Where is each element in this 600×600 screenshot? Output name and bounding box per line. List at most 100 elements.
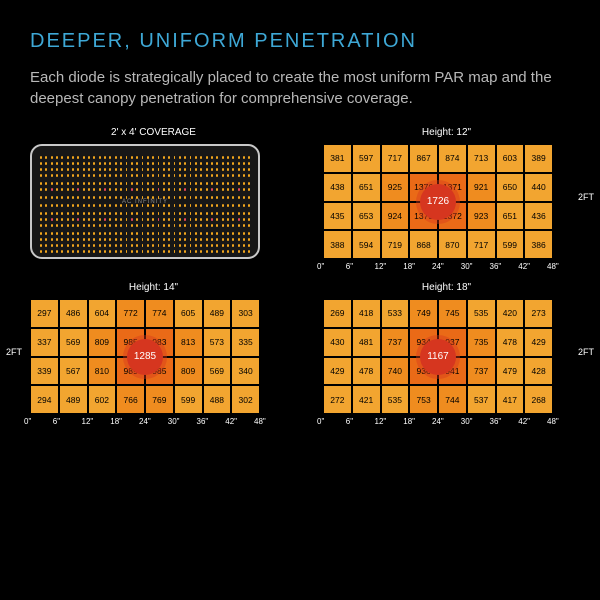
led-dot <box>238 232 240 235</box>
led-dot <box>115 156 117 159</box>
led-dot <box>40 212 42 215</box>
led-dot <box>227 212 229 215</box>
led-dot <box>40 250 42 253</box>
led-dot <box>99 156 101 159</box>
led-dot <box>168 244 170 247</box>
heatmap-cell: 535 <box>381 385 410 414</box>
led-dot <box>158 224 160 227</box>
heatmap-cell: 420 <box>496 299 525 328</box>
led-dot <box>184 204 186 207</box>
led-dot <box>190 250 192 253</box>
led-dot <box>51 224 53 227</box>
heatmap-cell: 429 <box>323 357 352 386</box>
led-dot <box>136 244 138 247</box>
led-dot <box>163 244 165 247</box>
led-dot <box>216 156 218 159</box>
led-dot <box>152 188 154 191</box>
led-dot <box>93 196 95 199</box>
led-dot <box>45 156 47 159</box>
led-dot <box>179 238 181 241</box>
led-dot <box>88 250 90 253</box>
led-dot <box>152 174 154 177</box>
led-dot <box>67 196 69 199</box>
led-dot <box>158 218 160 221</box>
led-dot <box>147 244 149 247</box>
led-dot <box>93 156 95 159</box>
led-dot <box>222 218 224 221</box>
led-dot <box>216 250 218 253</box>
led-dot <box>109 232 111 235</box>
heatmap-cell: 651 <box>496 202 525 231</box>
led-dot <box>227 162 229 165</box>
led-dot <box>158 156 160 159</box>
led-dot <box>99 244 101 247</box>
led-dot <box>190 232 192 235</box>
led-dot <box>248 188 250 191</box>
led-dot <box>147 174 149 177</box>
led-dot <box>88 156 90 159</box>
led-dot <box>184 182 186 185</box>
led-dot <box>248 174 250 177</box>
led-dot <box>126 188 128 191</box>
led-dot <box>88 174 90 177</box>
led-dot <box>152 156 154 159</box>
led-dot <box>45 188 47 191</box>
led-dot <box>152 232 154 235</box>
led-dot <box>163 174 165 177</box>
heatmap-cell: 717 <box>381 144 410 173</box>
led-dot <box>72 232 74 235</box>
heatmap-cell: 481 <box>352 328 381 357</box>
led-dot <box>211 168 213 171</box>
led-dot <box>200 182 202 185</box>
led-dot <box>195 174 197 177</box>
led-dot <box>216 244 218 247</box>
led-dot <box>163 218 165 221</box>
heatmap-12: 3815977178678747136033894386519251376137… <box>323 144 553 259</box>
heatmap-cell: 417 <box>496 385 525 414</box>
led-dot <box>104 196 106 199</box>
heatmap-cell: 535 <box>467 299 496 328</box>
led-dot <box>99 218 101 221</box>
led-dot <box>40 168 42 171</box>
led-dot <box>232 188 234 191</box>
led-dot <box>174 156 176 159</box>
led-dot <box>227 238 229 241</box>
led-dot <box>67 188 69 191</box>
heatmap-cell: 436 <box>524 202 553 231</box>
led-dot <box>109 196 111 199</box>
led-dot <box>174 244 176 247</box>
led-dot <box>61 212 63 215</box>
led-dot <box>232 224 234 227</box>
led-dot <box>243 188 245 191</box>
led-dot <box>174 162 176 165</box>
led-dot <box>109 188 111 191</box>
led-dot <box>83 238 85 241</box>
led-dot <box>184 168 186 171</box>
led-dot <box>222 156 224 159</box>
led-dot-row <box>40 174 250 177</box>
led-dot <box>227 204 229 207</box>
led-dot <box>222 238 224 241</box>
led-dot <box>77 182 79 185</box>
led-dot <box>93 204 95 207</box>
led-dot <box>136 156 138 159</box>
led-dot <box>184 212 186 215</box>
led-dot <box>88 162 90 165</box>
led-dot <box>238 212 240 215</box>
led-dot <box>88 168 90 171</box>
led-dot <box>174 238 176 241</box>
led-dot <box>200 232 202 235</box>
led-dot <box>243 196 245 199</box>
led-dot <box>158 168 160 171</box>
heatmap-cell: 772 <box>116 299 145 328</box>
heatmap-14: 2974866047727746054893033375698099859838… <box>30 299 260 414</box>
led-dot <box>216 212 218 215</box>
heatmap-cell: 478 <box>352 357 381 386</box>
led-dot-row <box>40 218 250 221</box>
led-board: AC INFINITY <box>30 144 260 259</box>
subtitle-text: Each diode is strategically placed to cr… <box>30 67 570 109</box>
led-dot <box>174 232 176 235</box>
led-dot <box>67 238 69 241</box>
page-title: DEEPER, UNIFORM PENETRATION <box>30 30 570 53</box>
led-dot <box>163 182 165 185</box>
